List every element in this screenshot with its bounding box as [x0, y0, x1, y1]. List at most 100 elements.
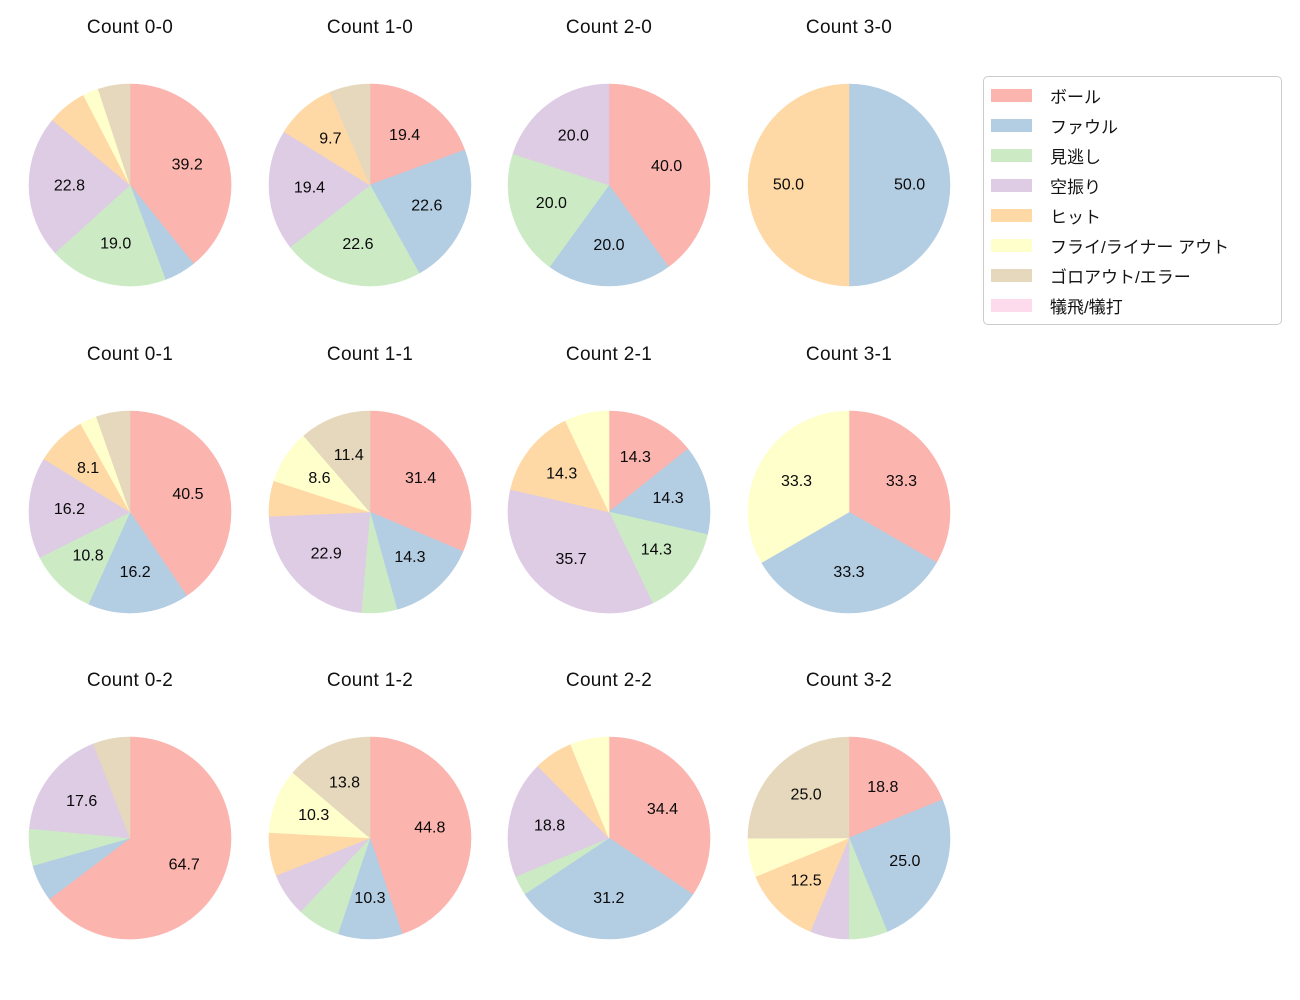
- pct-label: 14.3: [653, 490, 684, 507]
- legend-label: 犠飛/犠打: [1050, 298, 1123, 318]
- pie-slice: [28, 458, 131, 558]
- pie-slice: [369, 83, 466, 186]
- pct-label: 16.2: [54, 500, 85, 517]
- pie-slice: [39, 510, 131, 604]
- pct-label: 11.4: [334, 446, 364, 463]
- chart-title: Count 3-0: [805, 17, 893, 38]
- legend-swatch: [991, 178, 1032, 192]
- pie-svg: 40.0 20.0 20.0 20.0: [507, 83, 711, 287]
- pie-svg: 14.3 14.3 14.3 35.7 14.3: [507, 410, 711, 613]
- pct-label: 10.3: [354, 890, 385, 907]
- pie-slice: [507, 765, 610, 877]
- pct-label: 16.2: [120, 563, 151, 580]
- pie-slice: [747, 83, 850, 287]
- pct-label: 50.0: [773, 177, 804, 194]
- pct-label: 19.0: [100, 235, 131, 252]
- pie-slice: [747, 410, 850, 563]
- pie-slice: [747, 736, 850, 839]
- chart-cell: Count 0-0 39.2 19.0 22.8: [10, 0, 250, 330]
- legend-swatch: [991, 209, 1032, 223]
- chart-cell: Count 2-0 40.0 20.0 20.0 20.0: [489, 0, 729, 330]
- chart-title: Count 1-1: [326, 343, 414, 365]
- pct-label: 20.0: [593, 237, 624, 254]
- pie-slice: [303, 410, 371, 513]
- pie-slice: [755, 837, 850, 932]
- legend-swatch: [991, 88, 1032, 102]
- pie-svg: 44.810.310.313.8: [268, 736, 472, 940]
- pie-slice: [54, 184, 166, 287]
- pct-label: 14.3: [394, 549, 425, 566]
- pie-slice: [97, 83, 131, 186]
- pie-slice: [95, 410, 131, 512]
- pie-svg: 33.3 33.3 33.3: [747, 410, 951, 613]
- pct-label: 10.8: [72, 547, 103, 564]
- pie-svg: 39.2 19.0 22.8: [28, 83, 232, 287]
- pie-slice: [608, 511, 708, 604]
- pie-slice: [369, 410, 472, 552]
- pie-slice: [848, 799, 951, 932]
- pie-slice: [369, 149, 472, 274]
- pct-label: 44.8: [414, 820, 445, 837]
- pct-label: 22.8: [54, 178, 85, 195]
- pct-label: 50.0: [894, 177, 925, 194]
- pct-label: 14.3: [546, 465, 577, 482]
- legend-swatch: [991, 299, 1032, 313]
- pie-slice: [88, 510, 187, 613]
- chart-title: Count 3-1: [805, 343, 893, 365]
- pct-label: 20.0: [536, 195, 567, 212]
- pie-slice: [848, 736, 943, 839]
- legend-row: 犠飛/犠打: [984, 291, 1281, 321]
- legend-row: フライ/ライナー アウト: [984, 231, 1281, 261]
- legend-label: ボール: [1050, 87, 1101, 107]
- pct-label: 35.7: [556, 550, 587, 567]
- pct-label: 14.3: [620, 448, 651, 465]
- legend-box: ボール ファウル 見逃し 空振り ヒット フライ/ライナー アウト ゴロアウト/エラー 犠飛/…: [983, 76, 1282, 325]
- pie-slice: [524, 837, 694, 940]
- legend-label: 空振り: [1050, 177, 1101, 197]
- pct-label: 12.5: [791, 872, 822, 889]
- pie-slice: [268, 511, 371, 613]
- pct-label: 22.6: [342, 236, 373, 253]
- pie-slice: [507, 488, 653, 613]
- pie-slice: [329, 83, 371, 186]
- pie-slice: [369, 736, 472, 935]
- pie-slice: [848, 410, 951, 563]
- pct-label: 40.5: [172, 485, 203, 502]
- legend-row: ボール: [984, 80, 1281, 110]
- pie-slice: [289, 184, 420, 287]
- chart-title: Count 2-0: [565, 17, 653, 38]
- chart-title: Count 0-0: [86, 17, 174, 38]
- legend-swatch: [991, 239, 1032, 253]
- pct-label: 8.6: [308, 470, 330, 487]
- pct-label: 17.6: [66, 793, 97, 810]
- chart-title: Count 2-2: [565, 670, 653, 691]
- pct-label: 22.6: [411, 198, 442, 215]
- pct-label: 22.9: [311, 545, 342, 562]
- pct-label: 8.1: [77, 459, 99, 476]
- pct-label: 18.8: [534, 817, 565, 834]
- legend-row: ヒット: [984, 201, 1281, 231]
- legend-label: ヒット: [1050, 208, 1101, 228]
- legend-row: 空振り: [984, 170, 1281, 200]
- chart-cell: Count 1-0 19.4 22.6 22.6 19.4 9.7: [250, 0, 490, 330]
- pct-label: 10.3: [298, 807, 329, 824]
- pct-label: 9.7: [319, 131, 341, 148]
- pct-label: 40.0: [651, 158, 682, 175]
- pie-svg: 50.0 50.0: [747, 83, 951, 287]
- pie-slice: [608, 83, 711, 268]
- pct-label: 20.0: [558, 127, 589, 144]
- pie-slice: [268, 131, 371, 248]
- pie-slice: [608, 448, 711, 535]
- chart-cell: Count 0-1 40.5 16.2 10.8 16.2 8.1: [10, 327, 250, 657]
- pie-svg: 18.8 25.0 12.5 25.0: [747, 736, 951, 940]
- pct-label: 34.4: [647, 801, 678, 818]
- chart-title: Count 1-0: [326, 17, 414, 38]
- chart-cell: Count 1-2 44.8 10.3 10.3 13.8: [250, 653, 490, 983]
- pie-slice: [570, 736, 610, 839]
- legend-label: フライ/ライナー アウト: [1050, 238, 1230, 258]
- pct-label: 33.3: [886, 473, 917, 490]
- pct-label: 31.2: [593, 890, 624, 907]
- pct-label: 64.7: [169, 857, 200, 874]
- legend-row: 見逃し: [984, 140, 1281, 170]
